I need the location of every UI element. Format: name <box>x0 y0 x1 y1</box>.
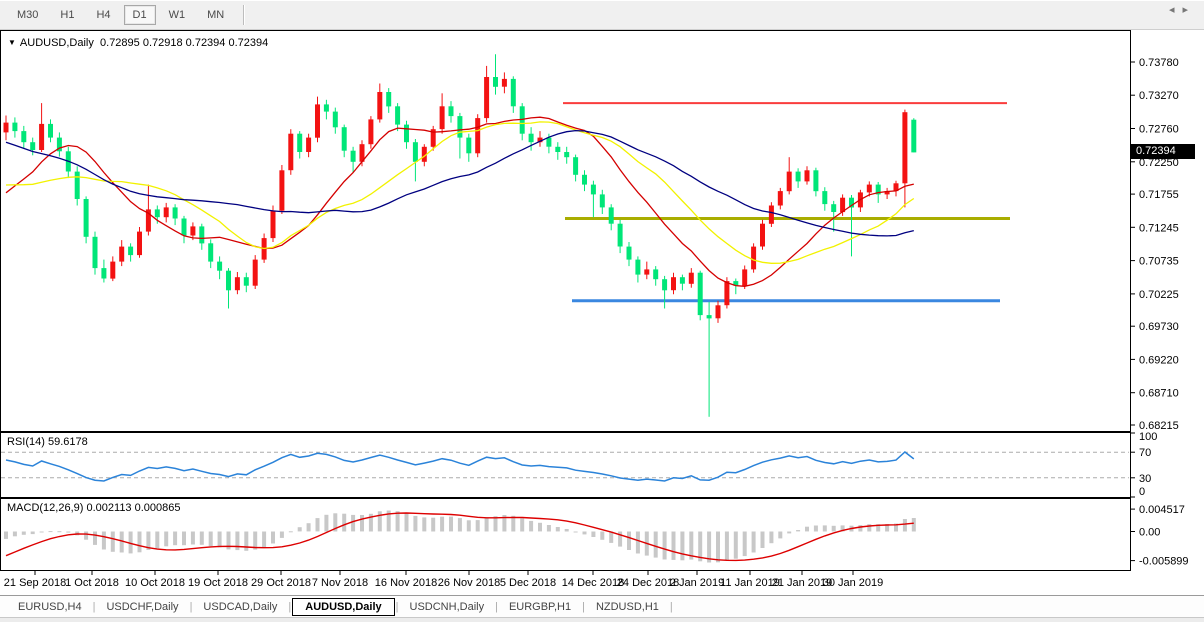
date-tick-label: 7 Nov 2018 <box>311 577 369 589</box>
timeframe-button-h1[interactable]: H1 <box>60 9 75 21</box>
macd-panel: 0.004517 0.00 -0.005899 <box>0 498 1204 571</box>
svg-text:70: 70 <box>1139 447 1151 459</box>
toolbar-separator <box>243 5 246 25</box>
chart-tab-bar: EURUSD,H4 | USDCHF,Daily | USDCAD,Daily | AUDU… <box>0 595 1204 617</box>
date-tick-label: 26 Nov 2018 <box>437 577 501 589</box>
chart-title: ▼ AUDUSD,Daily 0.72895 0.72918 0.72394 0.… <box>8 37 268 49</box>
tab-scroll-arrows[interactable]: ◂▸ <box>1168 4 1196 16</box>
svg-text:-0.005899: -0.005899 <box>1139 556 1189 568</box>
svg-text:100: 100 <box>1139 432 1157 443</box>
rsi-chart[interactable]: 100 70 300 <box>0 432 1204 498</box>
timeframe-button-d1[interactable]: D1 <box>123 5 156 25</box>
svg-text:0.69730: 0.69730 <box>1139 321 1179 333</box>
time-axis: 21 Sep 2018 1 Oct 2018 10 Oct 2018 19 Oct 2… <box>0 571 1204 595</box>
macd-signal-value: 0.000865 <box>134 502 181 514</box>
svg-text:0.71755: 0.71755 <box>1139 189 1179 201</box>
rsi-label: RSI(14) 59.6178 <box>7 436 88 448</box>
rsi-value: 59.6178 <box>47 436 88 448</box>
date-tick-label: 16 Nov 2018 <box>374 577 438 589</box>
date-tick-label: 21 Sep 2018 <box>3 577 67 589</box>
date-tick-label: 10 Oct 2018 <box>125 577 185 589</box>
macd-label: MACD(12,26,9) 0.002113 0.000865 <box>7 502 181 514</box>
svg-text:0.73780: 0.73780 <box>1139 57 1179 69</box>
svg-text:0: 0 <box>1139 486 1145 498</box>
status-strip <box>0 617 1204 622</box>
svg-text:0.00: 0.00 <box>1139 527 1160 539</box>
tab-usdcnh-daily[interactable]: USDCNH,Daily <box>409 600 485 613</box>
tab-separator: | <box>92 600 96 613</box>
tab-usdchf-daily[interactable]: USDCHF,Daily <box>106 600 179 613</box>
svg-text:0.72760: 0.72760 <box>1139 124 1179 136</box>
date-tick-label: 30 Jan 2019 <box>822 577 884 589</box>
date-tick-label: 5 Dec 2018 <box>499 577 557 589</box>
date-tick-label: 21 Jan 2019 <box>771 577 833 589</box>
tab-separator: | <box>288 600 292 613</box>
svg-text:0.69220: 0.69220 <box>1139 354 1179 366</box>
tab-eurgbp-h1[interactable]: EURGBP,H1 <box>508 600 572 613</box>
timeframe-button-h4[interactable]: H4 <box>96 9 111 21</box>
chevron-down-icon[interactable]: ▼ <box>8 38 16 47</box>
svg-text:0.71245: 0.71245 <box>1139 222 1179 234</box>
main-chart-panel: 0.73780 0.73270 0.72760 0.72250 0.71755 0.712… <box>0 30 1204 432</box>
date-tick-label: 24 Dec 2018 <box>616 577 680 589</box>
tab-eurusd-h4[interactable]: EURUSD,H4 <box>18 600 82 613</box>
macd-chart[interactable]: 0.004517 0.00 -0.005899 <box>0 498 1204 571</box>
svg-text:0.72250: 0.72250 <box>1139 157 1179 169</box>
date-tick-label: 1 Oct 2018 <box>65 577 119 589</box>
timeframe-toolbar: M30 H1 H4 D1 W1 MN <box>0 0 1204 30</box>
tab-usdcad-daily[interactable]: USDCAD,Daily <box>203 600 278 613</box>
svg-text:0.68710: 0.68710 <box>1139 388 1179 400</box>
tab-nzdusd-h1[interactable]: NZDUSD,H1 <box>595 600 659 613</box>
chart-symbol-label: AUDUSD,Daily <box>19 37 94 49</box>
timeframe-button-mn[interactable]: MN <box>207 9 225 21</box>
rsi-panel: 100 70 30 0 <box>0 432 1204 498</box>
date-tick-label: 14 Dec 2018 <box>561 577 625 589</box>
tab-separator: | <box>582 600 585 613</box>
current-price-tag: 0.72394 <box>1131 144 1195 160</box>
macd-hist-value: 0.002113 <box>86 502 132 514</box>
timeframe-button-w1[interactable]: W1 <box>168 9 186 21</box>
tab-separator: | <box>189 600 193 613</box>
tab-audusd-daily[interactable]: AUDUSD,Daily <box>292 597 395 616</box>
date-tick-label: 11 Jan 2019 <box>720 577 780 589</box>
tab-separator: | <box>395 600 399 613</box>
svg-text:0.68215: 0.68215 <box>1139 420 1179 432</box>
date-tick-label: 29 Oct 2018 <box>251 577 311 589</box>
svg-text:0.004517: 0.004517 <box>1139 504 1185 516</box>
timeframe-button-m30[interactable]: M30 <box>17 9 39 21</box>
tab-separator: | <box>495 600 498 613</box>
svg-text:30: 30 <box>1139 473 1151 485</box>
candlestick-chart[interactable]: 0.73780 0.73270 0.72760 0.72250 0.71755 0.712… <box>0 30 1204 432</box>
chart-ohlc-values: 0.72895 0.72918 0.72394 0.72394 <box>100 37 269 49</box>
tab-separator: | <box>669 600 673 613</box>
svg-text:0.73270: 0.73270 <box>1139 90 1179 102</box>
svg-text:0.70735: 0.70735 <box>1139 256 1179 268</box>
date-tick-label: 2 Jan 2019 <box>669 577 725 589</box>
date-tick-label: 19 Oct 2018 <box>188 577 248 589</box>
svg-text:0.70225: 0.70225 <box>1139 289 1179 301</box>
